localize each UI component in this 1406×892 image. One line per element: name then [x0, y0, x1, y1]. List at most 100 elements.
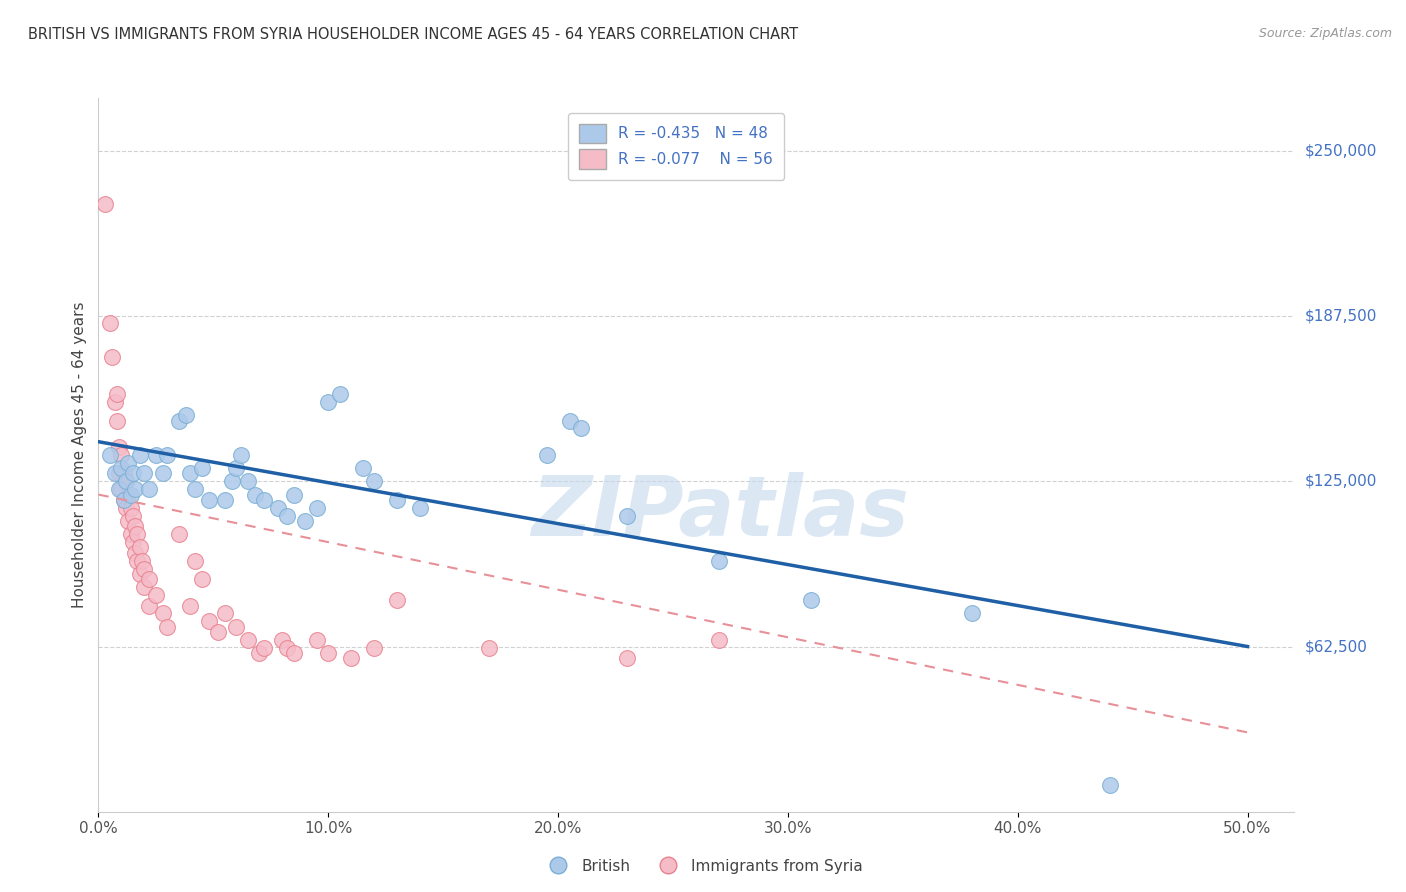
Point	[271, 632, 294, 647]
Point	[179, 467, 201, 481]
Point	[229, 448, 252, 462]
Point	[363, 640, 385, 655]
Point	[707, 554, 730, 568]
Point	[225, 620, 247, 634]
Point	[103, 395, 125, 409]
Point	[134, 580, 156, 594]
Legend: R = -0.435   N = 48, R = -0.077    N = 56: R = -0.435 N = 48, R = -0.077 N = 56	[568, 113, 785, 179]
Point	[108, 483, 131, 497]
Point	[128, 448, 150, 462]
Text: ZIPatlas: ZIPatlas	[531, 472, 908, 552]
Point	[179, 599, 201, 613]
Text: $250,000: $250,000	[1305, 144, 1376, 159]
Point	[478, 640, 501, 655]
Point	[569, 421, 592, 435]
Point	[117, 456, 139, 470]
Point	[134, 561, 156, 575]
Text: Source: ZipAtlas.com: Source: ZipAtlas.com	[1258, 27, 1392, 40]
Point	[131, 554, 153, 568]
Point	[110, 448, 132, 462]
Point	[305, 500, 328, 515]
Point	[707, 632, 730, 647]
Point	[145, 588, 167, 602]
Point	[115, 475, 138, 489]
Point	[236, 632, 259, 647]
Point	[152, 607, 174, 621]
Point	[112, 492, 135, 507]
Point	[103, 467, 125, 481]
Point	[221, 475, 243, 489]
Legend: British, Immigrants from Syria: British, Immigrants from Syria	[537, 853, 869, 880]
Point	[316, 646, 339, 660]
Point	[184, 554, 207, 568]
Point	[127, 527, 149, 541]
Point	[115, 500, 138, 515]
Point	[253, 640, 276, 655]
Point	[409, 500, 432, 515]
Point	[167, 413, 190, 427]
Point	[316, 395, 339, 409]
Point	[385, 492, 409, 507]
Point	[122, 467, 145, 481]
Point	[108, 440, 131, 454]
Point	[94, 197, 117, 211]
Point	[117, 514, 139, 528]
Point	[124, 483, 146, 497]
Point	[120, 487, 142, 501]
Point	[105, 413, 128, 427]
Point	[167, 527, 190, 541]
Point	[214, 492, 236, 507]
Point	[340, 651, 363, 665]
Point	[128, 566, 150, 581]
Point	[197, 615, 219, 629]
Point	[184, 483, 207, 497]
Point	[616, 508, 638, 523]
Point	[276, 640, 298, 655]
Point	[214, 607, 236, 621]
Point	[98, 448, 121, 462]
Point	[225, 461, 247, 475]
Point	[191, 572, 214, 586]
Point	[253, 492, 276, 507]
Point	[145, 448, 167, 462]
Text: $62,500: $62,500	[1305, 639, 1368, 654]
Point	[110, 461, 132, 475]
Point	[363, 475, 385, 489]
Text: $125,000: $125,000	[1305, 474, 1376, 489]
Point	[112, 467, 135, 481]
Point	[276, 508, 298, 523]
Point	[120, 527, 142, 541]
Point	[120, 500, 142, 515]
Point	[305, 632, 328, 647]
Point	[536, 448, 558, 462]
Point	[329, 387, 352, 401]
Point	[122, 535, 145, 549]
Point	[800, 593, 823, 607]
Point	[110, 483, 132, 497]
Point	[385, 593, 409, 607]
Point	[294, 514, 316, 528]
Point	[124, 546, 146, 560]
Point	[283, 487, 305, 501]
Point	[134, 467, 156, 481]
Point	[138, 599, 160, 613]
Point	[207, 625, 229, 640]
Point	[127, 554, 149, 568]
Point	[98, 316, 121, 330]
Point	[236, 475, 259, 489]
Point	[105, 387, 128, 401]
Point	[1098, 778, 1121, 792]
Point	[558, 413, 581, 427]
Point	[112, 492, 135, 507]
Point	[122, 508, 145, 523]
Point	[152, 467, 174, 481]
Point	[156, 448, 179, 462]
Point	[108, 467, 131, 481]
Point	[197, 492, 219, 507]
Point	[243, 487, 266, 501]
Point	[138, 483, 160, 497]
Point	[124, 519, 146, 533]
Text: BRITISH VS IMMIGRANTS FROM SYRIA HOUSEHOLDER INCOME AGES 45 - 64 YEARS CORRELATI: BRITISH VS IMMIGRANTS FROM SYRIA HOUSEHO…	[28, 27, 799, 42]
Point	[960, 607, 983, 621]
Point	[267, 500, 290, 515]
